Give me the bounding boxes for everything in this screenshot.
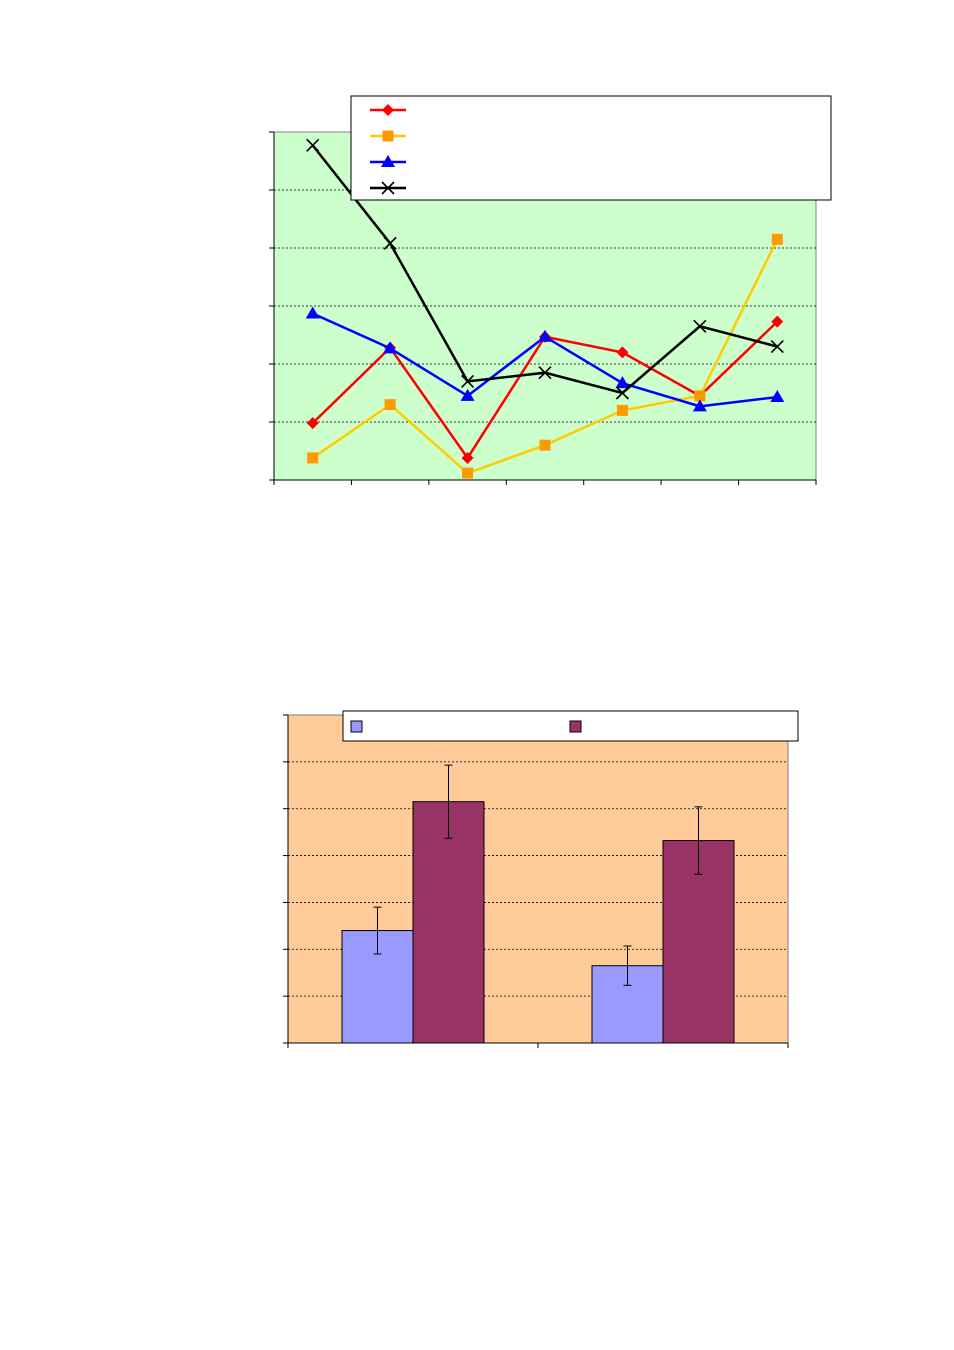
line-legend-item — [370, 181, 406, 195]
line-series-3 — [305, 306, 785, 412]
data-point — [616, 346, 629, 359]
line-series-4 — [306, 138, 784, 400]
line-series-2 — [307, 233, 783, 479]
data-point — [306, 417, 319, 430]
bar-legend-swatch — [569, 720, 582, 733]
line-legend — [350, 95, 832, 201]
line-chart — [269, 95, 832, 485]
data-point — [539, 439, 551, 451]
line-legend-item — [370, 155, 406, 167]
data-point — [694, 390, 706, 402]
data-point — [538, 366, 552, 380]
data-point — [538, 329, 552, 342]
error-bar — [623, 945, 632, 986]
error-bar — [444, 764, 453, 839]
data-point — [615, 386, 629, 400]
data-point — [462, 467, 474, 479]
error-bar — [694, 806, 703, 875]
legend-marker — [381, 181, 395, 195]
data-point — [460, 388, 475, 401]
data-point — [615, 376, 630, 389]
data-point — [693, 319, 707, 333]
data-point — [771, 233, 783, 245]
bar-series-2 — [412, 801, 485, 1044]
data-point — [692, 399, 707, 412]
line-legend-item — [370, 130, 406, 142]
error-bar — [373, 906, 382, 955]
data-point — [305, 306, 320, 319]
legend-marker — [382, 130, 394, 142]
line-legend-item — [370, 104, 406, 116]
data-point — [770, 390, 785, 403]
bar-legend — [342, 710, 799, 742]
line-legend-box — [350, 95, 832, 201]
data-point — [384, 399, 396, 411]
data-point — [461, 451, 474, 464]
data-point — [383, 341, 398, 354]
data-point — [307, 452, 319, 464]
data-point — [616, 404, 628, 416]
bar-legend-swatch — [350, 720, 363, 733]
legend-marker — [381, 155, 395, 167]
legend-marker — [382, 104, 394, 116]
bar-chart — [283, 710, 799, 1048]
data-point — [770, 340, 784, 354]
data-point — [461, 374, 475, 388]
data-point — [306, 138, 320, 152]
data-point — [383, 236, 397, 250]
data-point — [771, 315, 784, 328]
